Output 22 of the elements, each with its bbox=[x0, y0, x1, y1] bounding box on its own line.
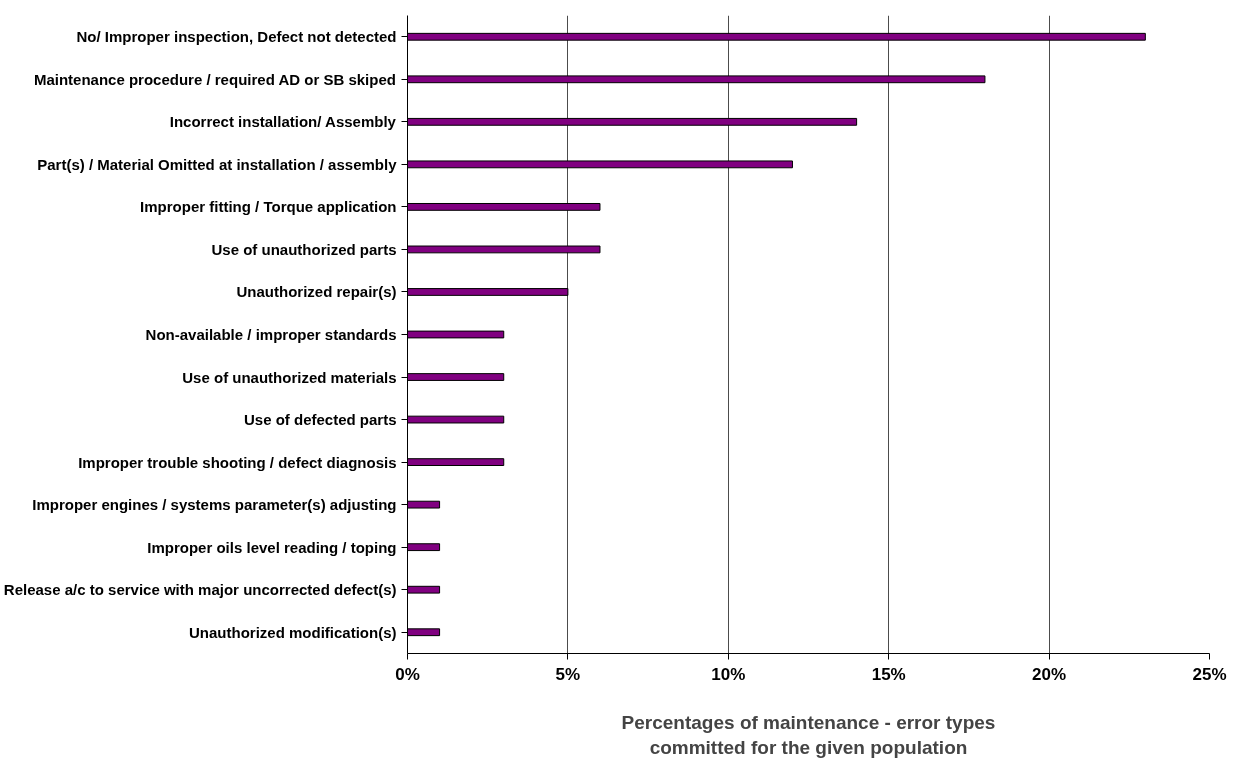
y-tick-label: Improper fitting / Torque application bbox=[140, 198, 397, 216]
x-tick-label: 20% bbox=[1032, 664, 1067, 684]
y-tick-label: Unauthorized repair(s) bbox=[236, 283, 397, 301]
y-tick-label: Improper oils level reading / toping bbox=[147, 538, 397, 556]
x-tick-label: 15% bbox=[871, 664, 906, 684]
x-tick-label: 0% bbox=[395, 664, 420, 684]
y-tick-label: Maintenance procedure / required AD or SB skiped bbox=[33, 70, 396, 88]
y-tick-label: Release a/c to service with major uncorrected defect(s) bbox=[3, 581, 397, 599]
y-tick-label: Use of unauthorized parts bbox=[211, 240, 397, 258]
y-tick-label: Use of unauthorized materials bbox=[182, 368, 397, 386]
y-tick-label: No/ Improper inspection, Defect not detected bbox=[76, 28, 397, 46]
y-tick-label: Use of defected parts bbox=[243, 411, 397, 429]
x-tick-label: 10% bbox=[711, 664, 746, 684]
y-tick-label: Unauthorized modification(s) bbox=[189, 623, 397, 641]
y-tick-label: Incorrect installation/ Assembly bbox=[169, 113, 397, 131]
x-axis-title: Percentages of maintenance - error types committed for the given population bbox=[621, 711, 996, 758]
y-tick-label: Part(s) / Material Omitted at installation / assembly bbox=[37, 155, 398, 173]
y-tick-label: Improper trouble shooting / defect diagnosis bbox=[78, 453, 397, 471]
y-tick-label: Improper engines / systems parameter(s) adjusting bbox=[32, 496, 397, 514]
x-tick-label: 25% bbox=[1192, 664, 1227, 684]
x-tick-label: 5% bbox=[555, 664, 581, 684]
y-tick-label: Non-available / improper standards bbox=[145, 326, 397, 343]
